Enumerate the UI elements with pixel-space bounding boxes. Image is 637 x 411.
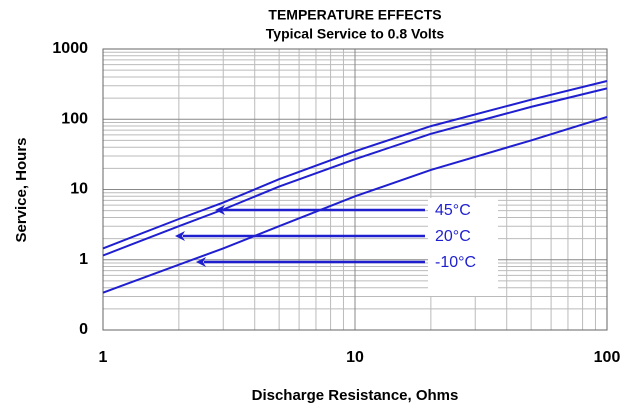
x-tick-label: 10 <box>346 349 364 366</box>
y-tick-label: 10 <box>70 181 88 198</box>
annotation: -10°C <box>435 254 476 271</box>
series-line <box>102 87 608 257</box>
label-box <box>428 198 498 296</box>
x-tick-label: 1 <box>99 349 108 366</box>
y-tick-label: 1 <box>79 251 88 268</box>
y-axis-label: Service, Hours <box>13 137 30 242</box>
chart-subtitle: Typical Service to 0.8 Volts <box>266 26 445 42</box>
plot-frame <box>102 48 608 331</box>
y-tick-label: 100 <box>61 110 88 127</box>
arrow-head <box>175 231 185 241</box>
y-tick-label: 1000 <box>52 40 88 57</box>
y-tick-label: 0 <box>79 321 88 338</box>
series-line <box>102 80 608 250</box>
x-axis-label: Discharge Resistance, Ohms <box>252 387 459 404</box>
arrow-head <box>215 205 225 215</box>
annotation: 20°C <box>435 228 471 245</box>
annotation: 45°C <box>435 202 471 219</box>
x-tick-label: 100 <box>594 349 621 366</box>
chart-title: TEMPERATURE EFFECTS <box>268 7 441 23</box>
arrow-head <box>196 257 206 267</box>
